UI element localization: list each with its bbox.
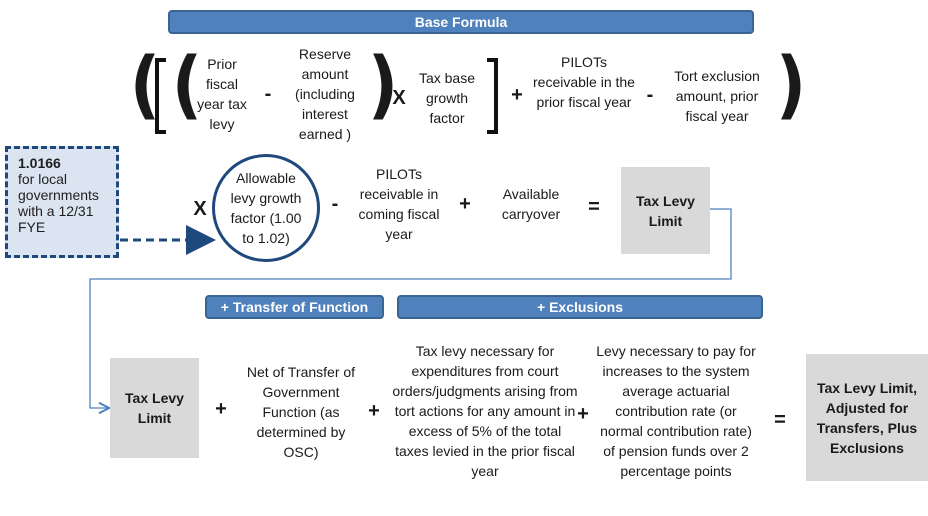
base-formula-header: Base Formula xyxy=(168,10,754,34)
close-bracket xyxy=(487,58,498,134)
plus-operator: + xyxy=(215,398,227,420)
close-paren-outer: ) xyxy=(775,42,807,128)
tort-judgment-exclusion: Tax levy necessary for expenditures from… xyxy=(392,343,578,479)
net-of-transfer-of-government-function: Net of Transfer of Government Function (… xyxy=(246,364,356,460)
available-carryover: Available carryover xyxy=(501,186,561,222)
equals-operator: = xyxy=(774,409,786,431)
times-operator: X xyxy=(193,198,207,220)
close-paren-inner: ) xyxy=(367,42,399,128)
minus-operator: - xyxy=(646,84,654,106)
pilots-coming-fiscal-year: PILOTs receivable in coming fiscal year xyxy=(358,166,440,242)
plus-operator: + xyxy=(511,84,523,106)
growth-factor-callout: 1.0166 for local governments with a 12/3… xyxy=(5,146,119,258)
callout-text: for local governments with a 12/31 FYE xyxy=(18,171,99,235)
times-operator: X xyxy=(392,87,406,109)
pension-contribution-exclusion: Levy necessary to pay for increases to t… xyxy=(596,343,756,479)
exclusions-header: + Exclusions xyxy=(397,295,763,319)
minus-operator: - xyxy=(331,193,339,215)
allowable-levy-growth-factor: Allowable levy growth factor (1.00 to 1.… xyxy=(212,154,320,262)
minus-operator: - xyxy=(264,83,272,105)
allowable-levy-growth-factor-text: Allowable levy growth factor (1.00 to 1.… xyxy=(230,170,302,246)
transfer-of-function-header: + Transfer of Function xyxy=(205,295,384,319)
tort-exclusion-amount: Tort exclusion amount, prior fiscal year xyxy=(674,68,760,124)
reserve-amount: Reserve amount (including interest earne… xyxy=(295,46,355,142)
tax-levy-limit-connector xyxy=(89,208,732,408)
tax-base-growth-factor: Tax base growth factor xyxy=(418,70,476,126)
prior-fiscal-year-tax-levy: Prior fiscal year tax levy xyxy=(197,56,247,132)
open-bracket xyxy=(155,58,166,134)
plus-operator: + xyxy=(459,193,471,215)
plus-operator: + xyxy=(577,403,589,425)
callout-value: 1.0166 xyxy=(18,155,61,171)
plus-operator: + xyxy=(368,400,380,422)
equals-operator: = xyxy=(588,196,600,218)
adjusted-tax-levy-limit-box: Tax Levy Limit, Adjusted for Transfers, … xyxy=(806,354,928,481)
tax-levy-limit-box-start: Tax Levy Limit xyxy=(110,358,199,458)
pilots-prior-fiscal-year: PILOTs receivable in the prior fiscal ye… xyxy=(533,54,635,110)
tax-levy-limit-box: Tax Levy Limit xyxy=(621,167,710,254)
open-paren-inner: ( xyxy=(171,42,203,128)
